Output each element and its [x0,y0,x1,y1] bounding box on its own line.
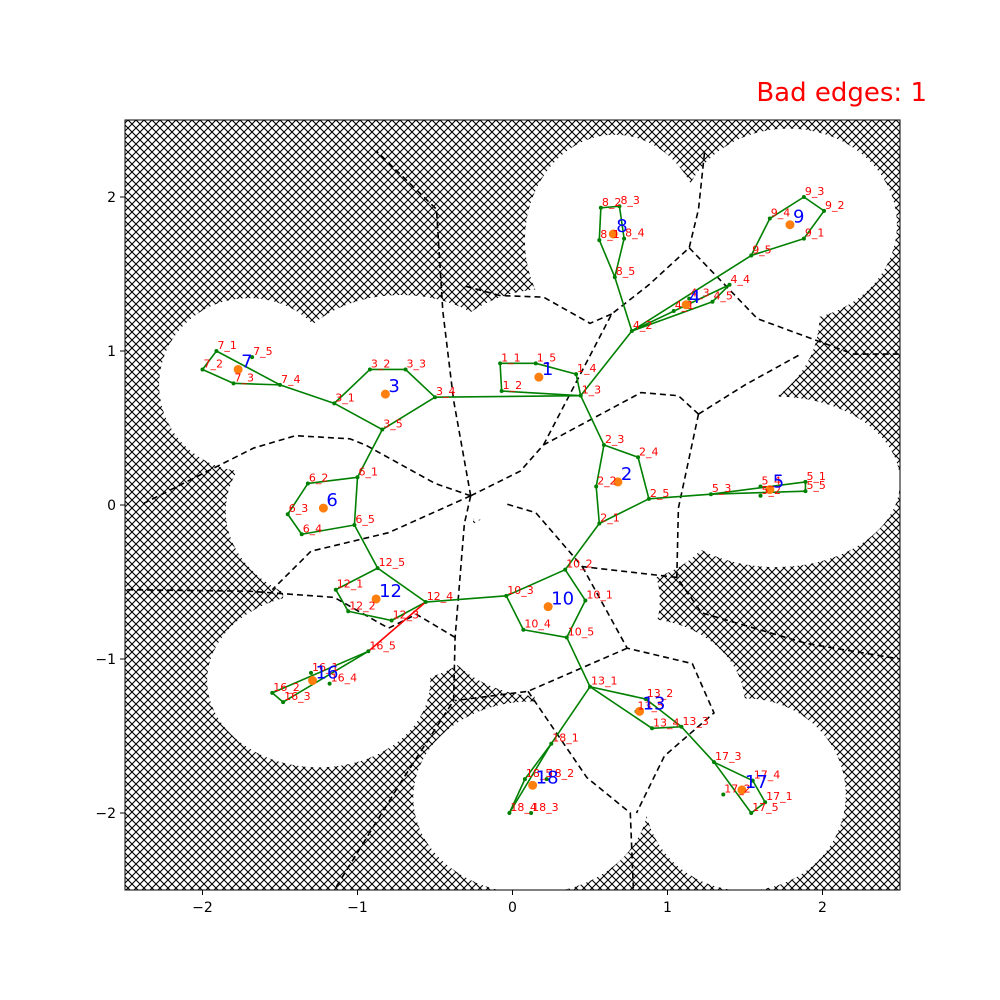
node-label-18_3: 18_3 [532,801,559,814]
free-region-13 [413,702,649,894]
node-label-2_2: 2_2 [597,475,617,488]
node-label-2_5: 2_5 [650,487,670,500]
node-label-10_2: 10_2 [566,558,593,571]
center-label-17: 17 [745,772,768,793]
node-label-8_3: 8_3 [620,194,640,207]
node-label-8_4: 8_4 [625,227,645,240]
node-label-12_2: 12_2 [349,599,376,612]
center-label-13: 13 [643,693,666,714]
node-label-3_2: 3_2 [371,357,391,370]
y-tick-label-2: 0 [107,498,116,514]
node-label-9_1: 9_1 [805,227,825,240]
center-label-6: 6 [326,490,337,511]
node-label-13_4: 13_4 [653,716,680,729]
center-label-2: 2 [621,464,632,485]
node-label-8_5: 8_5 [616,265,636,278]
node-label-3_3: 3_3 [407,357,427,370]
node-label-4_2: 4_2 [633,319,653,332]
node-label-1_3: 1_3 [582,384,602,397]
node-label-8_2: 8_2 [602,196,622,209]
node-label-2_1: 2_1 [600,511,620,524]
node-label-7_1: 7_1 [217,339,237,352]
node-label-1_4: 1_4 [577,362,597,375]
node-label-6_2: 6_2 [309,471,329,484]
center-label-12: 12 [379,581,402,602]
center-label-9: 9 [793,207,804,228]
x-tick-label-2: 0 [508,900,517,916]
node-label-18_1: 18_1 [552,732,579,745]
center-label-8: 8 [616,216,627,237]
center-label-10: 10 [551,589,574,610]
node-label-3_5: 3_5 [383,418,403,431]
node-label-2_3: 2_3 [605,433,625,446]
node-label-13_1: 13_1 [591,675,618,688]
center-label-7: 7 [241,351,252,372]
x-tick-label-4: 2 [818,900,827,916]
node-label-6_1: 6_1 [359,465,379,478]
node-label-16_3: 16_3 [284,690,311,703]
center-label-1: 1 [542,359,553,380]
node-label-12_3: 12_3 [393,609,420,622]
node-label-10_1: 10_1 [586,588,613,601]
y-tick-label-4: 2 [107,190,116,206]
center-label-3: 3 [388,376,399,397]
node-label-6_4: 6_4 [303,522,323,535]
node-label-4_5: 4_5 [713,290,733,303]
node-label-13_3: 13_3 [682,715,709,728]
center-label-4: 4 [689,287,700,308]
node-label-3_1: 3_1 [335,391,355,404]
y-tick-label-3: 1 [107,344,116,360]
node-label-9_3: 9_3 [805,185,825,198]
node-label-7_4: 7_4 [281,373,301,386]
node-label-12_4: 12_4 [427,590,454,603]
center-label-16: 16 [316,663,339,684]
center-label-18: 18 [536,767,559,788]
node-label-17_5: 17_5 [752,801,779,814]
node-label-7_3: 7_3 [235,371,255,384]
x-tick-label-1: −1 [347,900,368,916]
node-label-9_5: 9_5 [752,244,772,257]
node-label-1_1: 1_1 [501,351,520,364]
node-label-5_5: 5_5 [806,479,826,492]
y-tick-label-1: −1 [95,652,116,668]
node-label-1_2: 1_2 [503,379,523,392]
node-label-10_4: 10_4 [524,618,551,631]
node-label-4_4: 4_4 [731,273,751,286]
node-label-10_5: 10_5 [568,625,595,638]
node-label-9_2: 9_2 [825,199,845,212]
node-label-16_5: 16_5 [369,639,396,652]
node-label-3_4: 3_4 [436,385,456,398]
node-label-12_5: 12_5 [379,556,406,569]
node-label-9_4: 9_4 [771,207,791,220]
node-label-10_3: 10_3 [507,584,534,597]
x-tick-label-3: 1 [663,900,672,916]
node-label-5_3: 5_3 [712,482,732,495]
x-tick-label-0: −2 [192,900,213,916]
node-label-7_5: 7_5 [253,345,273,358]
node-label-6_3: 6_3 [289,502,309,515]
node-label-7_2: 7_2 [204,357,224,370]
y-tick-label-0: −2 [95,806,116,822]
node-label-12_1: 12_1 [337,578,364,591]
node-label-17_3: 17_3 [715,750,742,763]
center-label-5: 5 [773,472,784,493]
free-region-15 [412,428,583,521]
node-label-2_4: 2_4 [639,445,659,458]
node-label-6_5: 6_5 [355,513,375,526]
